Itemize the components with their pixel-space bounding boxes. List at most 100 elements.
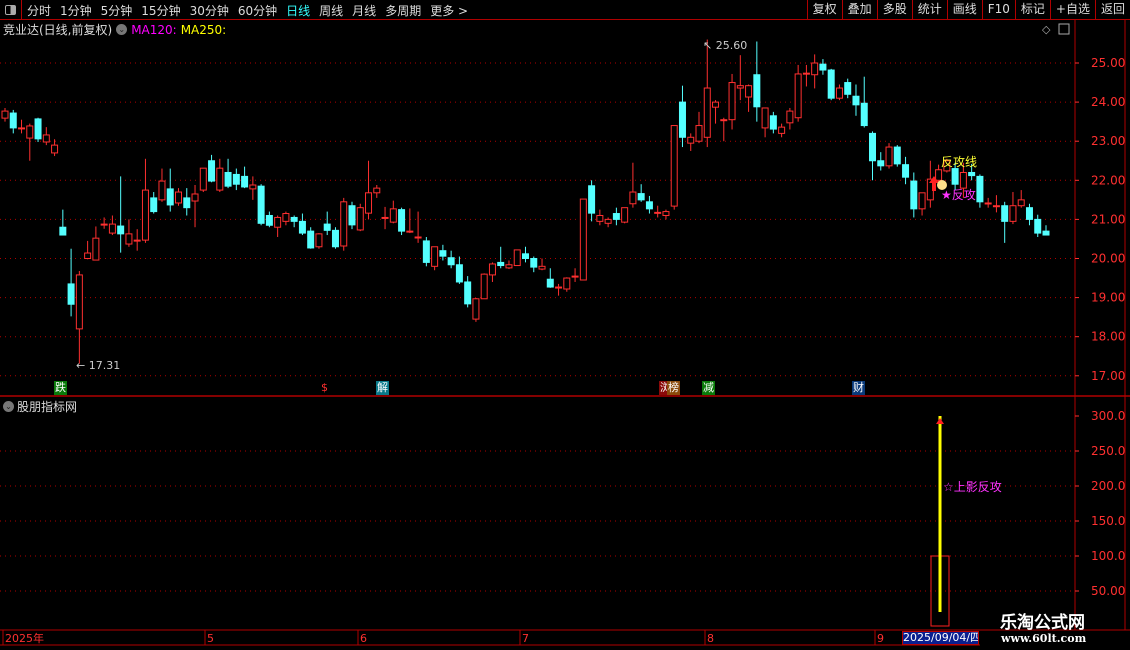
candle-body xyxy=(505,264,513,269)
watermark-name: 乐淘公式网 xyxy=(1000,613,1085,633)
period-tab[interactable]: 5分钟 xyxy=(100,4,133,18)
period-tab[interactable]: 月线 xyxy=(352,4,377,18)
candle-body xyxy=(1025,207,1033,220)
candle xyxy=(678,85,686,148)
tool-button[interactable]: 复权 xyxy=(806,0,842,20)
candle xyxy=(166,168,174,212)
candle xyxy=(439,244,447,261)
candle-body xyxy=(224,171,232,187)
candle-body xyxy=(9,112,17,129)
event-badge[interactable]: 解 xyxy=(376,381,389,395)
candle xyxy=(108,215,116,236)
xaxis-label: 6 xyxy=(360,632,367,645)
event-badge[interactable]: 财 xyxy=(852,381,865,395)
event-badge[interactable]: 跌 xyxy=(54,381,67,395)
candle xyxy=(877,152,885,171)
candle-body xyxy=(472,298,480,320)
price-tick-label: 20.00 xyxy=(1091,252,1125,266)
candle-body xyxy=(612,213,620,220)
candle xyxy=(753,41,761,122)
indicator-tick-label: 50.00 xyxy=(1091,584,1125,598)
tool-button[interactable]: 返回 xyxy=(1094,0,1130,20)
candle xyxy=(51,139,59,157)
candle-body xyxy=(604,218,612,224)
candle xyxy=(381,206,389,230)
candle xyxy=(480,273,488,300)
candle xyxy=(282,211,290,226)
tool-button[interactable]: 多股 xyxy=(876,0,912,20)
candle-body xyxy=(158,180,166,201)
xaxis-label: 5 xyxy=(207,632,214,645)
candle xyxy=(1017,190,1025,208)
period-tab[interactable]: 30分钟 xyxy=(189,4,229,18)
candle-body xyxy=(546,278,554,288)
period-tab[interactable]: 日线 xyxy=(286,4,311,18)
candle xyxy=(819,59,827,75)
indicator-tick-label: 250.0 xyxy=(1091,444,1125,458)
event-badge[interactable]: 榜 xyxy=(667,381,680,395)
chevron-down-icon[interactable]: ⌄ xyxy=(116,24,128,35)
chart-info-bar: 竞业达(日线,前复权) ⌄ MA120: MA250: xyxy=(3,21,226,38)
candle-body xyxy=(84,252,92,260)
candle-body xyxy=(778,126,786,134)
tool-button[interactable]: F10 xyxy=(981,0,1015,20)
candle xyxy=(208,154,216,183)
layout-toggle-button[interactable] xyxy=(0,0,22,20)
period-tab[interactable]: 周线 xyxy=(319,4,344,18)
candle-body xyxy=(125,233,133,245)
candle-body xyxy=(274,216,282,228)
candle xyxy=(447,250,455,269)
candle xyxy=(728,73,736,130)
cursor-date: 2025/09/04/四 xyxy=(902,631,979,645)
indicator-title-bar: ⌄ 股朋指标网 xyxy=(3,398,77,415)
chevron-down-icon[interactable]: ⌄ xyxy=(3,401,14,412)
candle-body xyxy=(406,230,414,233)
candle-body xyxy=(645,201,653,210)
candle-body xyxy=(976,175,984,203)
candle xyxy=(249,176,257,200)
event-badge[interactable]: $ xyxy=(320,381,329,395)
tool-button[interactable]: 叠加 xyxy=(841,0,877,20)
tool-button[interactable]: 画线 xyxy=(946,0,982,20)
candle xyxy=(546,268,554,288)
candle xyxy=(389,200,397,224)
tool-button[interactable]: 标记 xyxy=(1014,0,1050,20)
period-tab[interactable]: 更多 > xyxy=(430,4,469,18)
candle xyxy=(232,168,240,191)
candle xyxy=(571,268,579,282)
period-tab[interactable]: 15分钟 xyxy=(141,4,181,18)
period-tab[interactable]: 多周期 xyxy=(385,4,422,18)
candle-body xyxy=(769,115,777,130)
tool-button[interactable]: +自选 xyxy=(1049,0,1095,20)
candle-body xyxy=(935,169,943,181)
candle xyxy=(431,246,439,271)
candle-body xyxy=(232,173,240,185)
candle xyxy=(835,84,843,101)
period-tab[interactable]: 60分钟 xyxy=(237,4,278,18)
candle-body xyxy=(59,226,67,236)
candle-body xyxy=(42,134,50,143)
candle-body xyxy=(513,249,521,267)
tool-button[interactable]: 统计 xyxy=(911,0,947,20)
candle xyxy=(794,64,802,122)
period-tab[interactable]: 分时 xyxy=(27,4,52,18)
price-tick-label: 22.00 xyxy=(1091,173,1125,187)
candle xyxy=(513,249,521,267)
candle-body xyxy=(381,216,389,219)
tool-buttons: 复权 叠加 多股 统计 画线 F10 标记 +自选 返回 xyxy=(806,0,1130,20)
candle xyxy=(340,197,348,251)
event-badge[interactable]: 减 xyxy=(702,381,715,395)
candle xyxy=(290,215,298,228)
candle xyxy=(356,203,364,232)
panel-icon xyxy=(1058,23,1070,35)
period-tab[interactable]: 1分钟 xyxy=(60,4,92,18)
candle xyxy=(588,180,596,222)
candle-body xyxy=(34,118,42,140)
candle xyxy=(703,39,711,148)
candle xyxy=(298,213,306,236)
candle xyxy=(125,219,133,247)
candle xyxy=(42,127,50,146)
candle xyxy=(885,143,893,169)
candle-body xyxy=(1009,205,1017,222)
